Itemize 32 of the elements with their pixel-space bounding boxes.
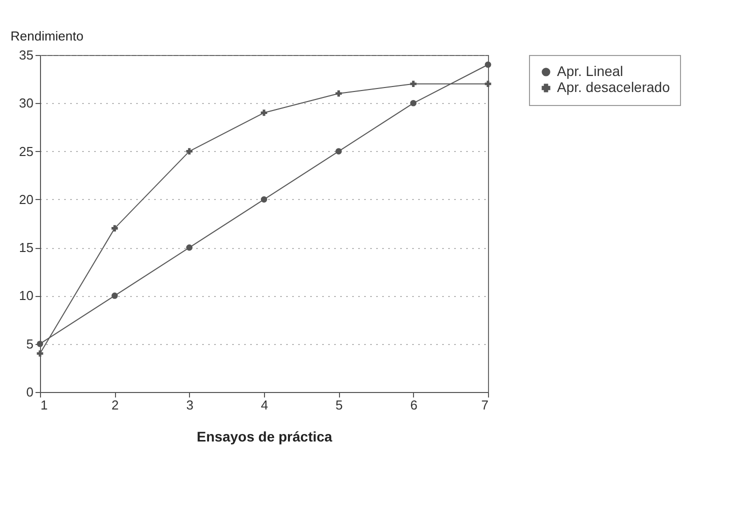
x-tick-label: 7 [481, 398, 488, 412]
legend-label: Apr. desacelerado [557, 79, 670, 95]
x-tick-label: 2 [112, 398, 119, 412]
y-tick-label: 0 [26, 384, 34, 400]
point [484, 80, 492, 88]
y-tick-label: 30 [19, 96, 34, 111]
x-axis-title: Ensayos de práctica [196, 428, 332, 444]
y-tick-label: 10 [19, 288, 34, 304]
y-tick-label: 5 [26, 336, 34, 352]
x-tick-label: 5 [336, 398, 343, 412]
point [260, 110, 268, 116]
point [112, 225, 118, 232]
point [260, 196, 268, 203]
y-tick-label: 35 [19, 48, 34, 62]
x-tick-label: 4 [260, 398, 268, 412]
point [112, 292, 118, 299]
x-tick-label: 6 [410, 398, 418, 412]
point [484, 61, 492, 68]
point [336, 148, 342, 154]
x-tick-label: 1 [40, 398, 48, 412]
point [186, 244, 192, 251]
point [336, 90, 342, 97]
x-tick-label: 3 [186, 398, 194, 412]
point [410, 80, 416, 88]
legend-label: Apr. Lineal [557, 63, 624, 79]
point [186, 148, 192, 154]
y-axis-title: Rendimiento [10, 28, 84, 44]
point [410, 100, 416, 106]
y-tick-label: 25 [19, 144, 34, 159]
y-tick-label: 20 [19, 192, 34, 207]
y-tick-label: 15 [19, 240, 34, 256]
point [36, 350, 44, 357]
